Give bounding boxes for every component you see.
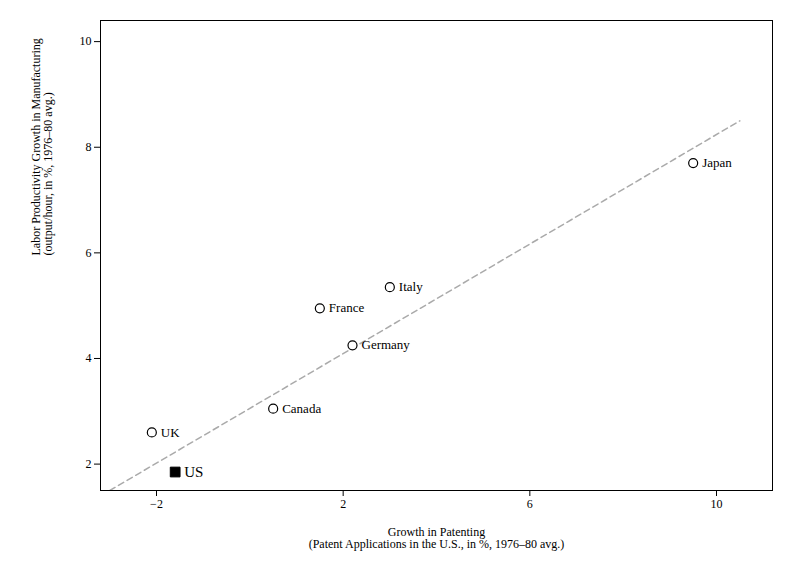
svg-text:2: 2: [340, 497, 346, 511]
svg-text:10: 10: [711, 497, 723, 511]
svg-text:Japan: Japan: [702, 155, 732, 170]
svg-text:France: France: [329, 300, 365, 315]
svg-text:6: 6: [86, 246, 92, 260]
svg-text:10: 10: [80, 34, 92, 48]
svg-text:6: 6: [527, 497, 533, 511]
svg-text:−2: −2: [150, 497, 163, 511]
svg-text:Italy: Italy: [399, 279, 423, 294]
svg-text:2: 2: [86, 457, 92, 471]
svg-text:Labor Productivity Growth in M: Labor Productivity Growth in Manufacturi…: [29, 38, 55, 255]
svg-text:8: 8: [86, 140, 92, 154]
svg-text:Canada: Canada: [282, 401, 321, 416]
svg-text:Germany: Germany: [362, 337, 411, 352]
svg-text:Growth in Patenting(Patent App: Growth in Patenting(Patent Applications …: [309, 525, 565, 551]
svg-text:4: 4: [86, 351, 92, 365]
svg-text:UK: UK: [161, 425, 180, 440]
svg-text:US: US: [184, 464, 203, 480]
